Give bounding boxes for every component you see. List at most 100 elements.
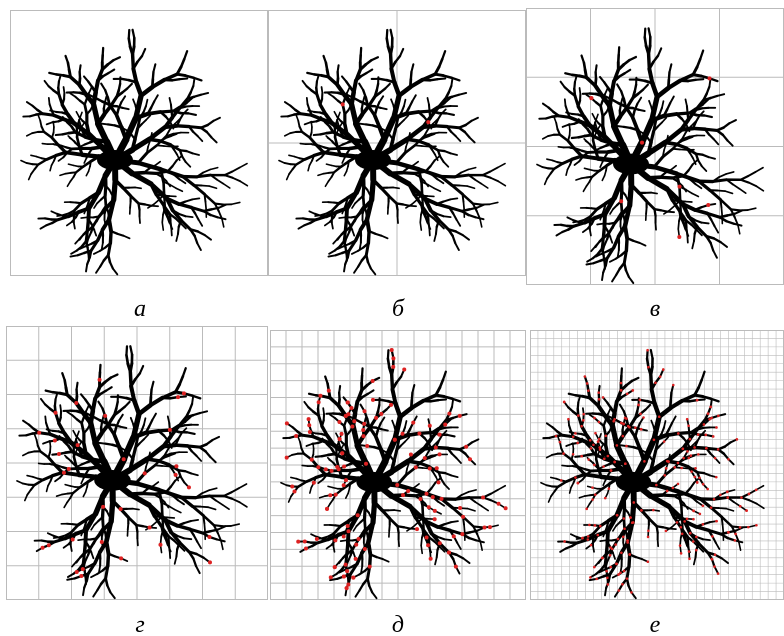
marker xyxy=(351,576,355,580)
marker xyxy=(617,573,620,576)
marker xyxy=(652,509,655,512)
marker xyxy=(361,434,365,438)
marker xyxy=(637,404,640,407)
marker xyxy=(689,438,692,441)
marker xyxy=(597,440,600,443)
marker xyxy=(653,438,656,441)
marker xyxy=(609,566,612,569)
marker xyxy=(328,493,332,497)
marker xyxy=(427,505,431,509)
marker xyxy=(488,525,492,529)
marker xyxy=(75,570,79,574)
marker xyxy=(337,420,341,424)
marker xyxy=(294,434,298,438)
marker xyxy=(390,348,394,352)
marker xyxy=(589,439,592,442)
panel-label: е xyxy=(650,612,661,636)
marker xyxy=(468,457,472,461)
marker xyxy=(706,203,710,207)
marker xyxy=(647,529,650,532)
marker xyxy=(686,450,689,453)
marker xyxy=(621,583,624,586)
marker xyxy=(727,531,730,534)
marker xyxy=(435,466,439,470)
marker xyxy=(389,403,393,407)
marker xyxy=(606,576,609,579)
marker xyxy=(559,441,562,444)
marker xyxy=(315,537,319,541)
marker xyxy=(705,447,708,450)
marker xyxy=(587,389,590,392)
marker xyxy=(640,141,644,145)
marker xyxy=(433,517,437,521)
marker xyxy=(615,563,618,566)
marker xyxy=(739,526,742,529)
marker xyxy=(563,540,566,543)
marker xyxy=(677,432,680,435)
marker xyxy=(590,447,593,450)
marker xyxy=(374,416,378,420)
marker xyxy=(713,498,716,501)
marker xyxy=(717,448,720,451)
marker xyxy=(292,490,296,494)
marker xyxy=(577,414,580,417)
marker xyxy=(704,434,707,437)
marker xyxy=(368,565,372,569)
marker xyxy=(318,394,322,398)
marker xyxy=(726,491,729,494)
marker xyxy=(391,356,395,360)
marker xyxy=(689,532,692,535)
marker xyxy=(714,553,717,556)
marker xyxy=(613,461,616,464)
marker xyxy=(79,574,83,578)
marker xyxy=(602,465,605,468)
marker xyxy=(626,577,629,580)
marker xyxy=(285,456,289,460)
marker xyxy=(686,418,689,421)
marker xyxy=(119,507,123,511)
marker xyxy=(593,566,596,569)
marker xyxy=(207,535,211,539)
marker xyxy=(567,418,570,421)
marker xyxy=(678,185,682,189)
marker xyxy=(736,438,739,441)
marker xyxy=(580,455,583,458)
marker xyxy=(447,551,451,555)
marker xyxy=(639,399,642,402)
marker xyxy=(610,469,613,472)
marker xyxy=(622,536,625,539)
marker xyxy=(677,462,680,465)
marker xyxy=(350,425,354,429)
marker xyxy=(727,458,730,461)
marker xyxy=(393,438,397,442)
marker xyxy=(745,509,748,512)
marker xyxy=(576,442,579,445)
marker xyxy=(709,406,712,409)
marker xyxy=(330,469,334,473)
marker xyxy=(717,415,720,418)
marker xyxy=(663,474,666,477)
marker xyxy=(342,465,346,469)
marker xyxy=(714,457,717,460)
marker xyxy=(613,418,616,421)
marker xyxy=(702,504,705,507)
marker xyxy=(624,462,627,465)
marker xyxy=(690,470,693,473)
marker xyxy=(672,384,675,387)
marker xyxy=(429,557,433,561)
marker xyxy=(622,423,625,426)
marker xyxy=(344,563,348,567)
marker xyxy=(414,465,418,469)
marker xyxy=(364,462,368,466)
marker xyxy=(417,431,421,435)
marker xyxy=(434,445,438,449)
marker xyxy=(590,544,593,547)
marker xyxy=(329,575,333,579)
marker xyxy=(574,476,577,479)
marker xyxy=(593,464,596,467)
marker xyxy=(290,484,294,488)
marker xyxy=(623,517,626,520)
marker xyxy=(341,102,345,106)
marker xyxy=(647,560,650,563)
marker xyxy=(317,400,321,404)
